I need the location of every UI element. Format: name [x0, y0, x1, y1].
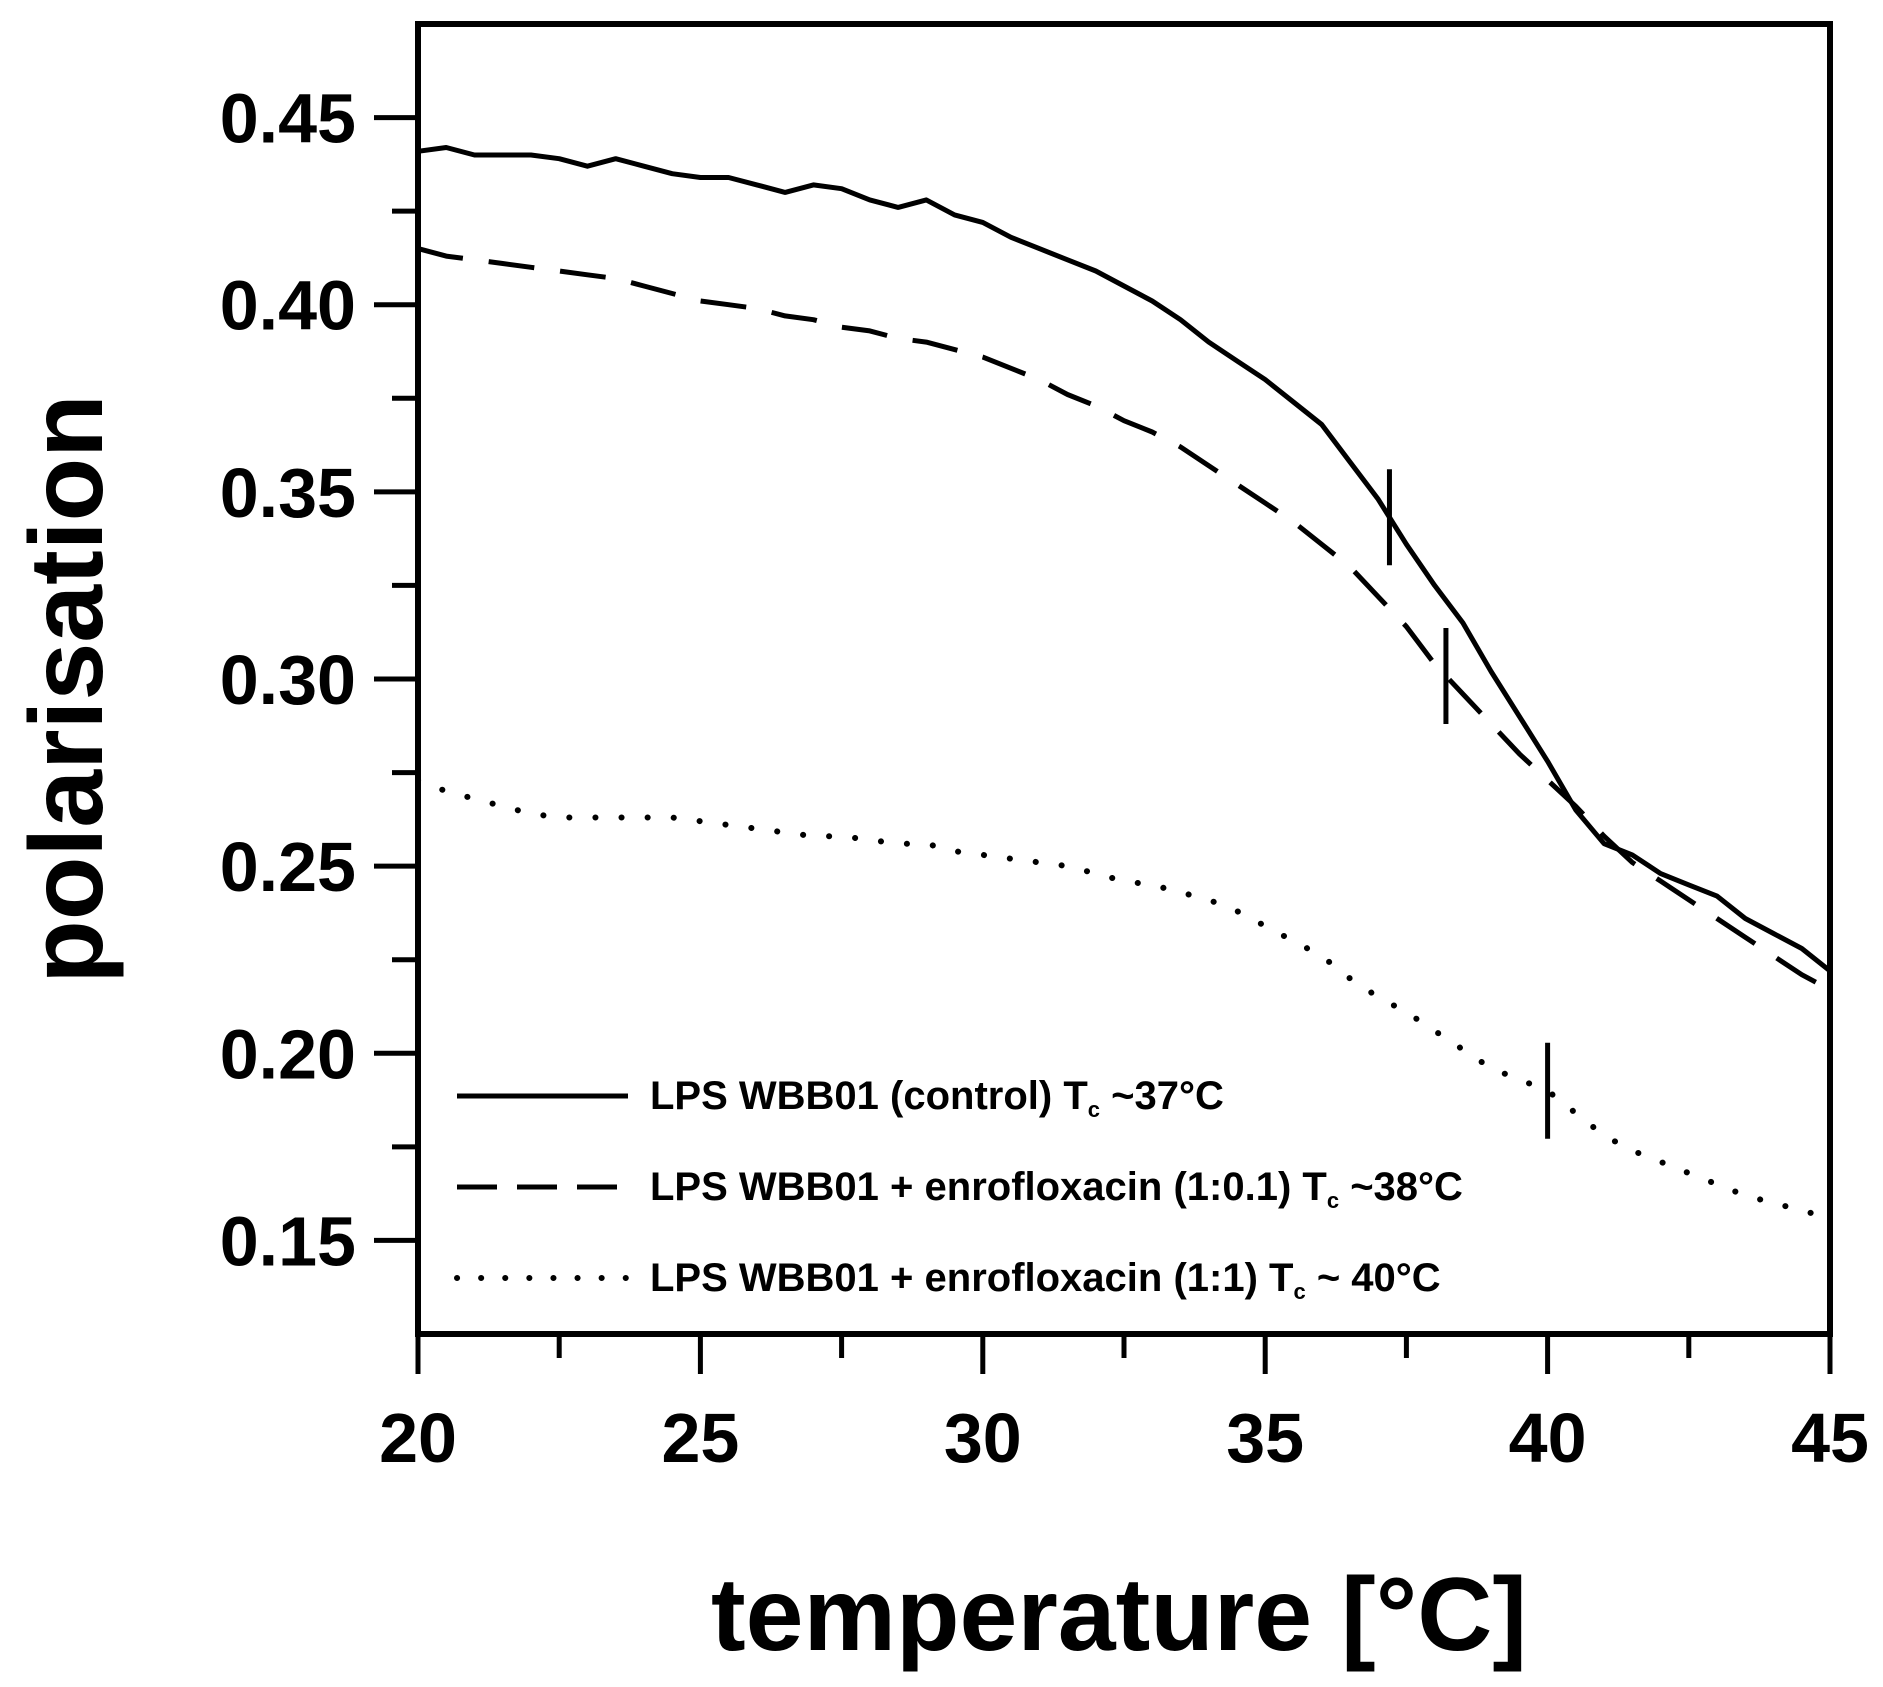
x-tick-label: 20: [379, 1399, 457, 1477]
y-tick-label: 0.30: [220, 641, 356, 719]
legend-label-2: LPS WBB01 + enrofloxacin (1:0.1) Tc ~38°…: [650, 1165, 1463, 1213]
transition-markers: [1386, 469, 1551, 1139]
legend-label-1: LPS WBB01 (control) Tc ~37°C: [650, 1074, 1224, 1122]
series-line-1: [417, 145, 1832, 973]
y-tick-label: 0.35: [220, 454, 356, 532]
series-line-2: [417, 246, 1832, 992]
y-tick-label: 0.25: [220, 828, 356, 906]
series-line-3: [415, 777, 1833, 1221]
x-tick-label: 30: [944, 1399, 1022, 1477]
plot-frame: [415, 21, 1833, 1337]
legend-label-3: LPS WBB01 + enrofloxacin (1:1) Tc ~ 40°C: [650, 1256, 1441, 1304]
x-tick-label: 35: [1226, 1399, 1304, 1477]
axes-layer: 20 25 30 35 40 45 0.15 0.20 0.25 0.30 0.35 0.40 0.45: [220, 80, 1869, 1477]
y-tick-label: 0.20: [220, 1015, 356, 1093]
x-axis-title: temperature [°C]: [711, 1557, 1527, 1673]
y-tick-label: 0.40: [220, 267, 356, 345]
x-tick-label: 25: [661, 1399, 739, 1477]
y-tick-label: 0.15: [220, 1202, 356, 1280]
series-layer: [415, 145, 1833, 1221]
y-tick-label: 0.45: [220, 80, 356, 158]
x-tick-label: 45: [1791, 1399, 1869, 1477]
x-tick-label: 40: [1509, 1399, 1587, 1477]
y-axis-title: polarisation: [9, 394, 125, 983]
legend: LPS WBB01 (control) Tc ~37°C LPS WBB01 + …: [454, 1074, 1463, 1304]
